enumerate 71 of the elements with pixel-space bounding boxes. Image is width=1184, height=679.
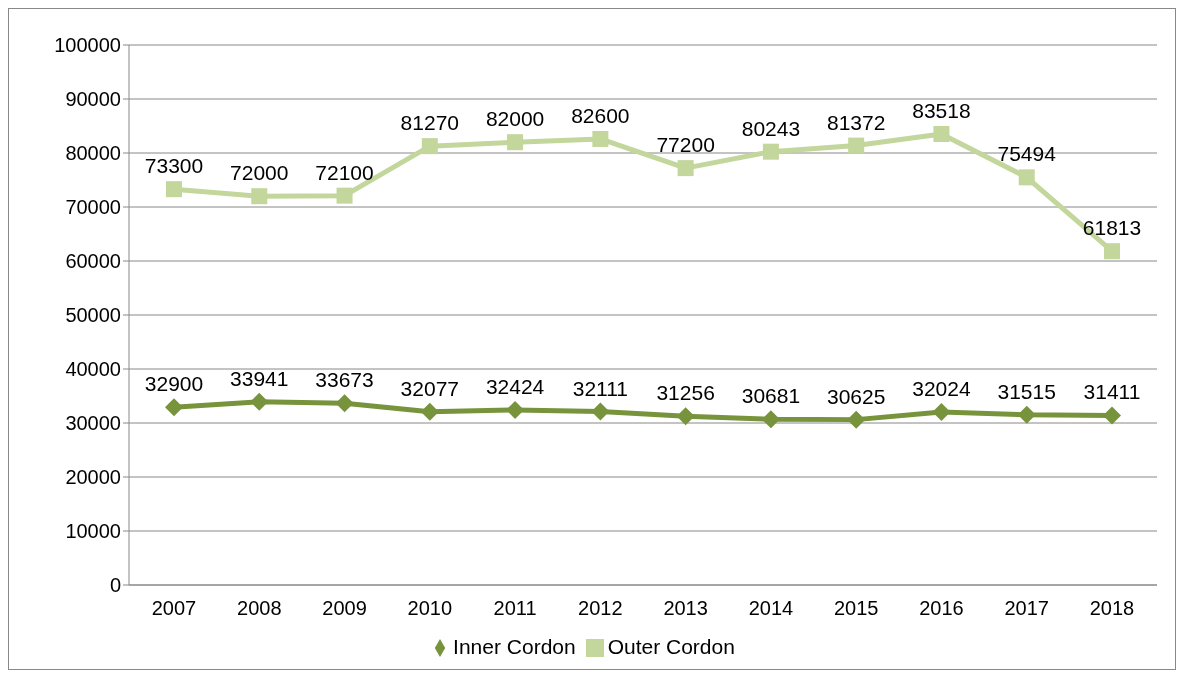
point [677,160,694,177]
point [932,403,951,422]
data-label: 80243 [741,116,801,140]
point [421,138,438,155]
data-label: 31256 [656,381,715,405]
x-tick-label: 2018 [1089,597,1135,620]
x-tick-label: 2011 [493,597,537,620]
point [762,143,779,160]
data-label: 73300 [144,154,204,178]
data-label: 82000 [485,107,545,131]
point [1104,243,1120,260]
y-tick-label: 60000 [65,250,121,273]
point [847,410,866,429]
data-label: 61813 [1082,216,1142,240]
point [251,188,268,205]
data-label: 81372 [826,110,886,134]
data-label: 75494 [997,142,1057,166]
y-tick-label: 80000 [65,142,121,165]
point [848,137,865,154]
data-label: 33673 [315,368,374,392]
x-tick-label: 2013 [663,597,708,620]
data-label: 72100 [315,160,374,184]
x-tick-label: 2008 [237,597,282,620]
point [761,410,780,429]
y-tick-label: 40000 [65,358,121,381]
data-label: 32424 [485,374,545,398]
point [676,407,695,426]
data-label: 30681 [741,384,801,408]
data-label: 82600 [571,103,630,127]
x-tick-label: 2017 [1004,597,1049,620]
point [420,402,439,421]
x-tick-label: 2016 [919,597,964,620]
data-label: 77200 [656,133,715,157]
data-label: 83518 [912,99,971,122]
point [591,402,610,421]
data-label: 32024 [912,377,971,401]
data-label: 30625 [826,384,886,408]
y-tick-label: 70000 [65,196,121,219]
data-label: 31515 [997,379,1056,403]
data-label: 32077 [400,376,460,400]
point [1018,169,1035,186]
x-tick-label: 2014 [748,597,794,620]
y-tick-label: 0 [109,574,121,597]
y-tick-label: 100000 [54,34,121,57]
x-tick-label: 2007 [151,597,197,620]
x-tick-label: 2015 [833,597,879,620]
x-tick-label: 2009 [322,597,367,620]
point [250,392,269,411]
data-label: 32900 [144,372,204,396]
data-label: 72000 [230,161,289,185]
legend-label: Outer Cordon [607,635,735,658]
data-label: 31411 [1083,380,1141,404]
data-label: 33941 [230,366,289,390]
point [335,394,354,413]
y-tick-label: 10000 [65,520,121,543]
point [933,126,950,142]
legend-label: Inner Cordon [453,635,576,658]
y-tick-label: 90000 [65,88,121,111]
point [166,181,182,198]
point [592,130,609,147]
x-tick-label: 2012 [578,597,623,620]
x-tick-label: 2010 [407,597,453,620]
point [1103,406,1121,425]
y-tick-label: 20000 [65,466,121,489]
y-tick-label: 30000 [65,412,121,435]
y-tick-label: 50000 [65,304,121,327]
point [336,187,353,204]
data-label: 81270 [400,111,460,135]
point [165,398,183,417]
point [507,134,524,151]
data-label: 32111 [572,376,628,400]
